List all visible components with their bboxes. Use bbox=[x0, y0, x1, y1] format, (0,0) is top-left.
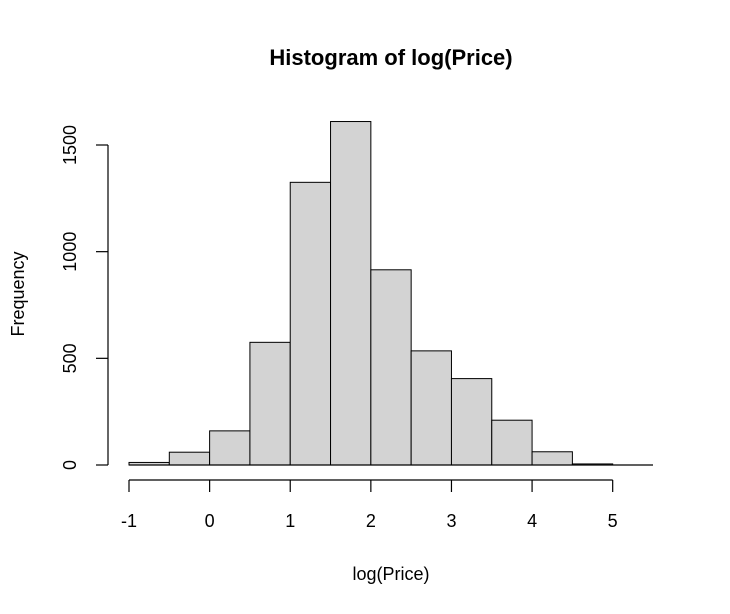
histogram-bar-2 bbox=[209, 430, 251, 466]
y-axis: 0 500 1000 1500 bbox=[60, 125, 109, 470]
x-tick-label--1: -1 bbox=[121, 511, 137, 531]
y-tick-label-500: 500 bbox=[60, 343, 80, 373]
y-tick-label-1000: 1000 bbox=[60, 232, 80, 272]
histogram-bar-5 bbox=[330, 121, 372, 466]
chart-title: Histogram of log(Price) bbox=[269, 45, 512, 70]
y-tick-label-1500: 1500 bbox=[60, 125, 80, 165]
x-axis: -1 0 1 2 3 4 5 bbox=[121, 479, 618, 531]
y-axis-label: Frequency bbox=[8, 251, 28, 336]
x-tick-label-5: 5 bbox=[608, 511, 618, 531]
x-tick-label-3: 3 bbox=[446, 511, 456, 531]
histogram-bar-9 bbox=[491, 419, 533, 466]
histogram-bars bbox=[128, 121, 653, 466]
x-axis-label: log(Price) bbox=[352, 564, 429, 584]
histogram-bar-7 bbox=[410, 350, 452, 466]
histogram-bar-1 bbox=[168, 451, 211, 466]
y-tick-label-0: 0 bbox=[60, 460, 80, 470]
histogram-bar-6 bbox=[370, 269, 412, 466]
histogram-bar-8 bbox=[450, 378, 493, 466]
x-tick-label-1: 1 bbox=[285, 511, 295, 531]
histogram-bar-4 bbox=[289, 181, 332, 466]
x-tick-label-2: 2 bbox=[366, 511, 376, 531]
x-tick-label-0: 0 bbox=[205, 511, 215, 531]
histogram-bar-10 bbox=[531, 451, 573, 466]
x-tick-label-4: 4 bbox=[527, 511, 537, 531]
histogram-bar-3 bbox=[249, 341, 291, 466]
